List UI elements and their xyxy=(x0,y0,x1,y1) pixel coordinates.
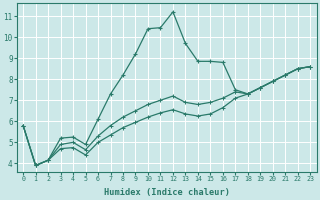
X-axis label: Humidex (Indice chaleur): Humidex (Indice chaleur) xyxy=(104,188,230,197)
